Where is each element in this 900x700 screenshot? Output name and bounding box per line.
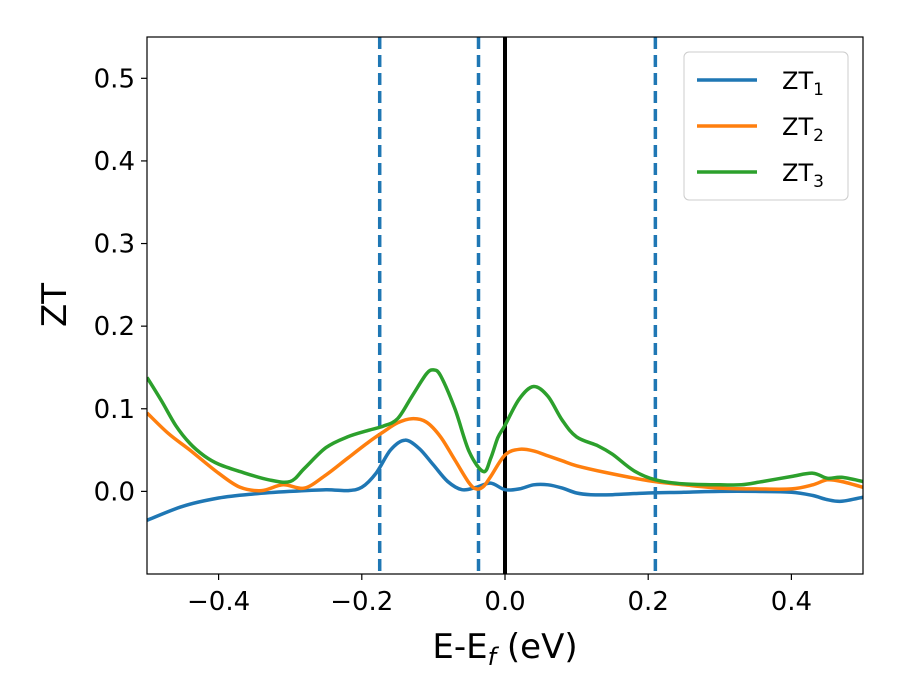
series-line-zt1 (147, 438, 863, 522)
legend-box (683, 51, 849, 201)
x-tick-label: 0.4 (771, 587, 812, 617)
axis-ticks: −0.4 −0.2 0.0 0.2 0.4 0.0 0.1 0.2 0.3 0.4 0.5 (94, 64, 812, 617)
legend: ZT1 ZT2 ZT3 (683, 51, 849, 201)
legend-label-zt2: ZT2 (782, 113, 824, 146)
y-axis-label: ZT (35, 283, 75, 327)
series-lines (147, 368, 863, 522)
legend-label-zt1: ZT1 (782, 67, 824, 100)
plot-frame (146, 36, 864, 575)
y-tick-label: 0.2 (94, 312, 135, 342)
y-tick-label: 0.5 (94, 64, 135, 94)
series-line-zt3 (147, 368, 863, 487)
y-tick-label: 0.4 (94, 147, 135, 177)
x-tick-label: 0.2 (628, 587, 669, 617)
y-tick-label: 0.1 (94, 395, 135, 425)
y-tick-label: 0.3 (94, 230, 135, 260)
y-tick-label: 0.0 (94, 477, 135, 507)
reference-lines (377, 37, 658, 574)
x-tick-label: −0.2 (330, 587, 393, 617)
x-tick-label: 0.0 (484, 587, 525, 617)
x-tick-label: −0.4 (187, 587, 250, 617)
legend-label-zt3: ZT3 (782, 159, 824, 192)
series-line-zt2 (147, 411, 863, 493)
x-axis-label: E-Ef (eV) (432, 627, 577, 671)
